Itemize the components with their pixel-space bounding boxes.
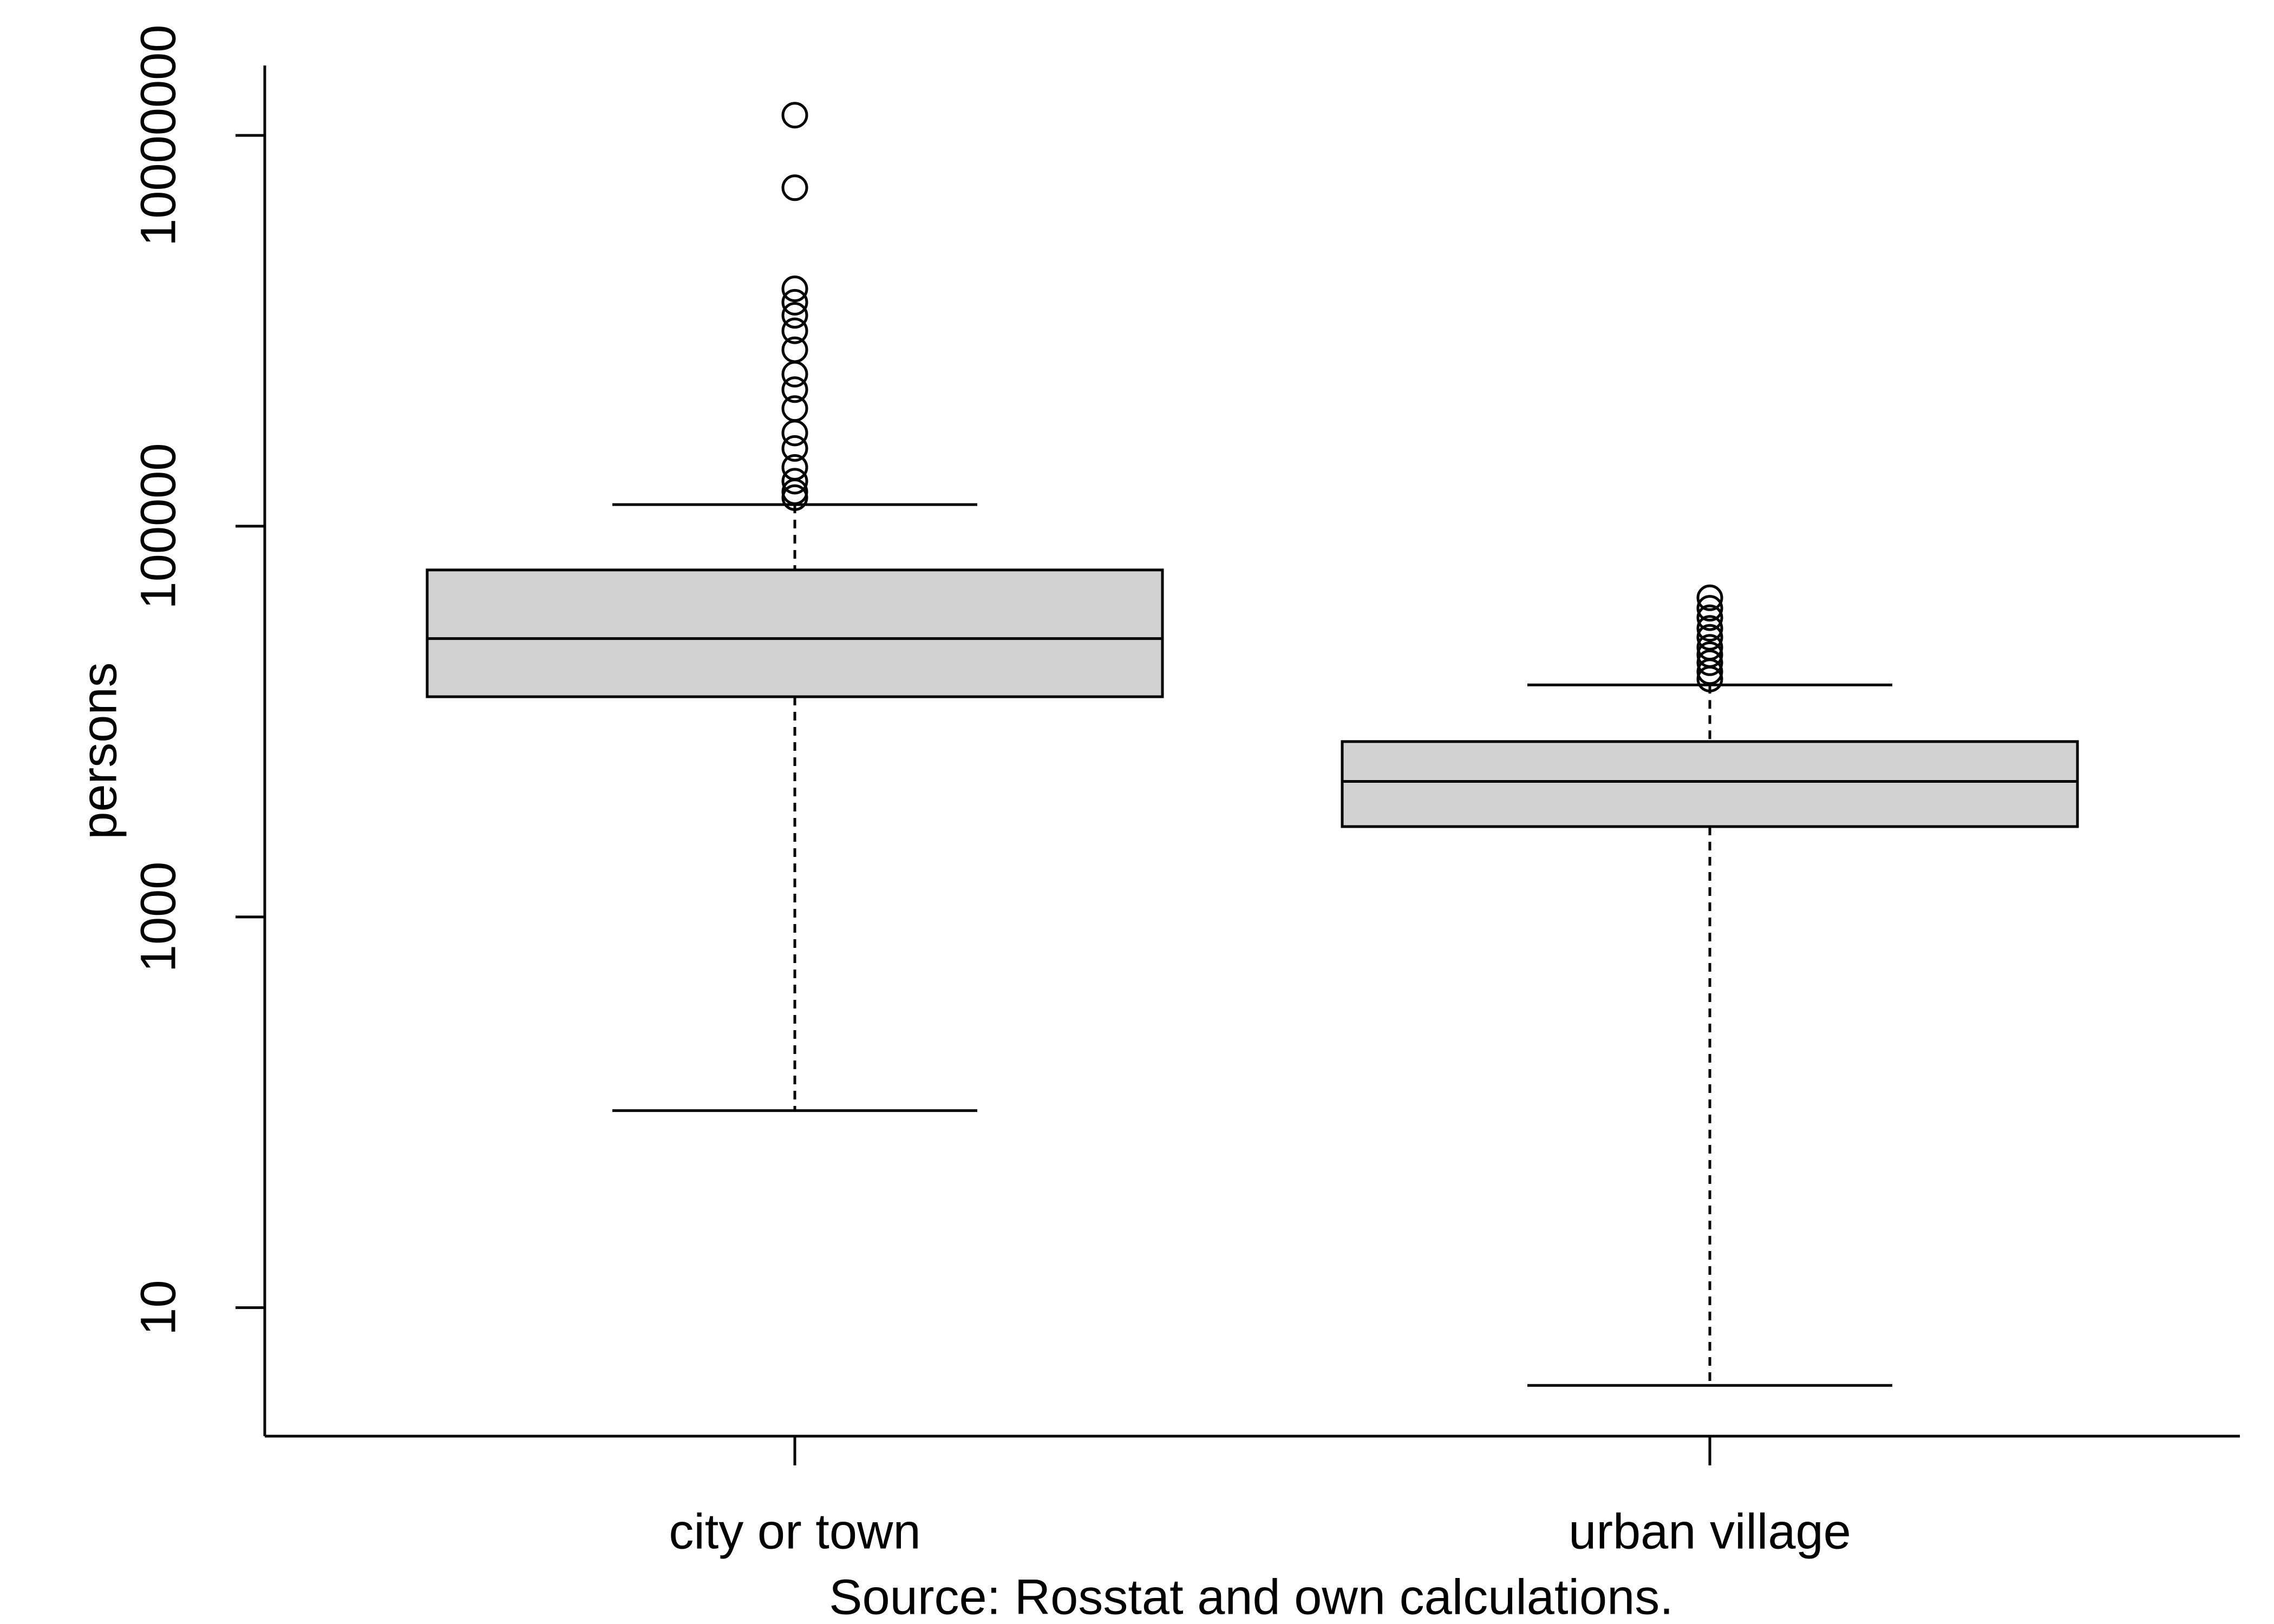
y-tick-label: 10 xyxy=(130,1280,186,1335)
box xyxy=(426,568,1164,698)
x-axis-label: Source: Rosstat and own calculations. xyxy=(829,1569,1674,1624)
outlier xyxy=(781,478,808,505)
outlier xyxy=(781,276,808,303)
x-tick-label: city or town xyxy=(669,1504,920,1559)
outlier xyxy=(781,102,808,129)
outlier xyxy=(1696,584,1723,611)
outlier xyxy=(1696,595,1723,622)
outlier xyxy=(781,420,808,447)
outlier xyxy=(1696,615,1723,642)
y-tick-label: 1000 xyxy=(130,862,186,973)
box xyxy=(1341,740,2079,828)
outlier xyxy=(781,302,808,329)
outlier xyxy=(1696,649,1723,676)
outlier xyxy=(781,174,808,201)
outlier xyxy=(781,317,808,344)
outlier xyxy=(781,468,808,495)
outlier xyxy=(1696,624,1723,651)
y-axis-label: persons xyxy=(71,662,127,839)
outlier xyxy=(781,289,808,316)
outlier xyxy=(1696,604,1723,631)
outlier xyxy=(1696,665,1723,692)
outlier xyxy=(781,484,808,511)
outlier xyxy=(781,361,808,388)
y-tick-label: 10000000 xyxy=(130,25,186,246)
outlier xyxy=(781,435,808,462)
outlier xyxy=(781,376,808,403)
outlier xyxy=(1696,658,1723,685)
y-tick-label: 100000 xyxy=(130,443,186,610)
x-tick-label: urban village xyxy=(1569,1504,1851,1559)
